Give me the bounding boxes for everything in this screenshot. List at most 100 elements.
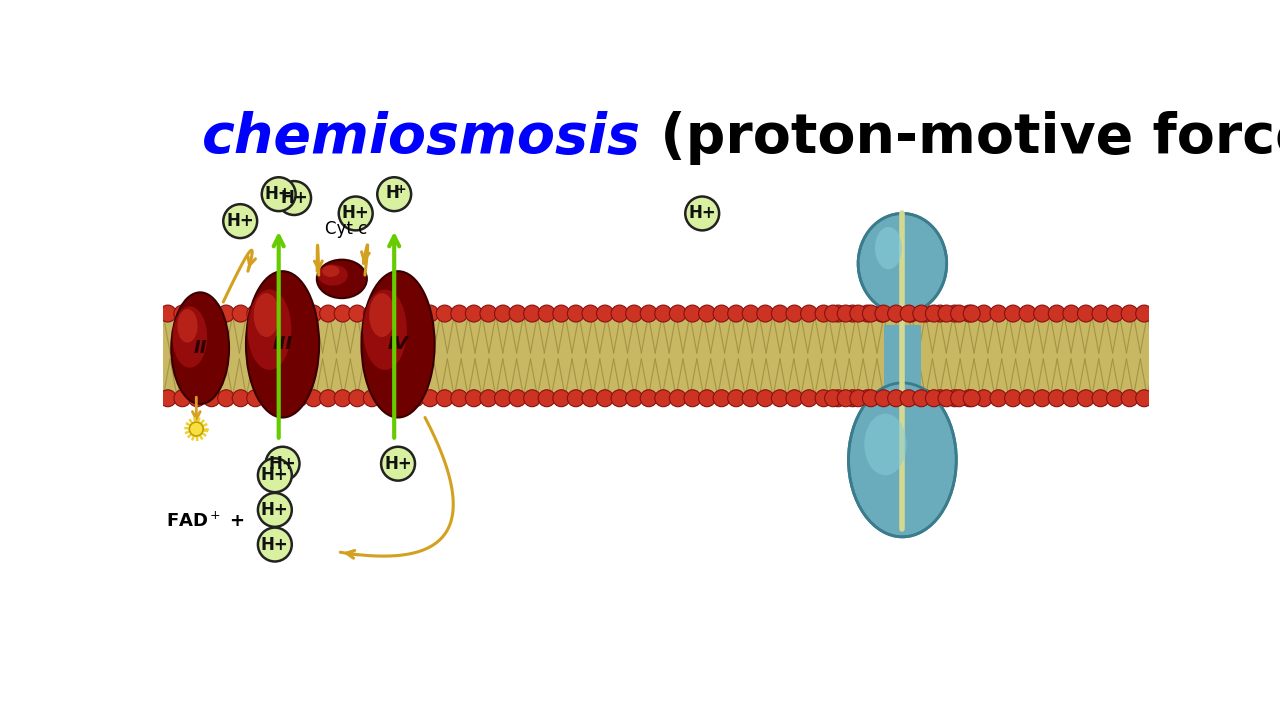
Circle shape	[815, 390, 832, 407]
Circle shape	[938, 305, 955, 322]
Circle shape	[348, 390, 366, 407]
Circle shape	[951, 305, 968, 322]
Circle shape	[859, 390, 876, 407]
Circle shape	[276, 390, 293, 407]
Circle shape	[1019, 305, 1036, 322]
Circle shape	[320, 390, 337, 407]
Circle shape	[1135, 305, 1153, 322]
Circle shape	[567, 390, 585, 407]
Ellipse shape	[876, 227, 902, 269]
Circle shape	[786, 305, 803, 322]
Circle shape	[524, 390, 540, 407]
Circle shape	[174, 305, 191, 322]
Circle shape	[174, 390, 191, 407]
Circle shape	[961, 390, 978, 407]
Circle shape	[1107, 305, 1124, 322]
Circle shape	[553, 305, 570, 322]
Text: III: III	[273, 336, 293, 354]
Circle shape	[1062, 390, 1080, 407]
Circle shape	[451, 390, 467, 407]
Circle shape	[640, 390, 657, 407]
Circle shape	[509, 305, 526, 322]
Circle shape	[421, 305, 439, 322]
Circle shape	[1034, 305, 1051, 322]
Text: H+: H+	[227, 212, 253, 230]
Circle shape	[247, 390, 264, 407]
Circle shape	[800, 305, 818, 322]
Circle shape	[946, 390, 964, 407]
Circle shape	[257, 528, 292, 562]
Circle shape	[640, 305, 657, 322]
Circle shape	[863, 305, 879, 322]
Circle shape	[509, 390, 526, 407]
Circle shape	[611, 305, 628, 322]
Circle shape	[291, 390, 307, 407]
Circle shape	[863, 390, 879, 407]
Circle shape	[742, 305, 759, 322]
Circle shape	[684, 305, 701, 322]
Circle shape	[699, 305, 716, 322]
Circle shape	[1005, 390, 1021, 407]
Circle shape	[1135, 390, 1153, 407]
Circle shape	[276, 305, 293, 322]
Circle shape	[494, 305, 512, 322]
Circle shape	[837, 305, 854, 322]
Circle shape	[334, 390, 351, 407]
Text: (proton-motive force): (proton-motive force)	[640, 111, 1280, 165]
Circle shape	[466, 305, 483, 322]
Ellipse shape	[247, 289, 292, 370]
Circle shape	[913, 305, 929, 322]
Circle shape	[876, 390, 892, 407]
Circle shape	[305, 390, 323, 407]
Circle shape	[756, 305, 774, 322]
Circle shape	[218, 305, 234, 322]
Circle shape	[262, 177, 296, 211]
Circle shape	[888, 390, 905, 407]
Ellipse shape	[858, 213, 947, 313]
Circle shape	[364, 390, 380, 407]
Circle shape	[188, 305, 205, 322]
Circle shape	[786, 390, 803, 407]
Circle shape	[655, 390, 672, 407]
Ellipse shape	[364, 289, 407, 370]
Circle shape	[407, 305, 424, 322]
Circle shape	[334, 305, 351, 322]
Circle shape	[989, 305, 1007, 322]
Circle shape	[918, 390, 934, 407]
Circle shape	[1107, 390, 1124, 407]
Circle shape	[829, 390, 846, 407]
Circle shape	[815, 305, 832, 322]
Bar	[884, 325, 920, 398]
Circle shape	[596, 305, 613, 322]
Circle shape	[1092, 305, 1108, 322]
Circle shape	[1121, 305, 1138, 322]
Circle shape	[727, 305, 745, 322]
Text: FAD$^+$ +: FAD$^+$ +	[166, 512, 244, 531]
Circle shape	[1019, 390, 1036, 407]
Circle shape	[772, 390, 788, 407]
Text: II: II	[193, 339, 207, 357]
Ellipse shape	[323, 266, 339, 277]
Circle shape	[524, 305, 540, 322]
Circle shape	[913, 390, 929, 407]
Circle shape	[261, 305, 278, 322]
Circle shape	[938, 390, 955, 407]
Circle shape	[320, 305, 337, 322]
Circle shape	[713, 390, 730, 407]
Circle shape	[655, 305, 672, 322]
Circle shape	[257, 493, 292, 527]
Circle shape	[188, 390, 205, 407]
Circle shape	[1078, 305, 1094, 322]
Ellipse shape	[173, 306, 207, 368]
Text: chemiosmosis: chemiosmosis	[202, 111, 640, 165]
Circle shape	[824, 305, 841, 322]
Circle shape	[266, 446, 300, 481]
Circle shape	[278, 181, 311, 215]
Text: H+: H+	[280, 189, 308, 207]
Circle shape	[582, 390, 599, 407]
Ellipse shape	[361, 271, 435, 418]
Circle shape	[873, 390, 891, 407]
Circle shape	[888, 305, 905, 322]
Circle shape	[393, 390, 410, 407]
Circle shape	[393, 305, 410, 322]
